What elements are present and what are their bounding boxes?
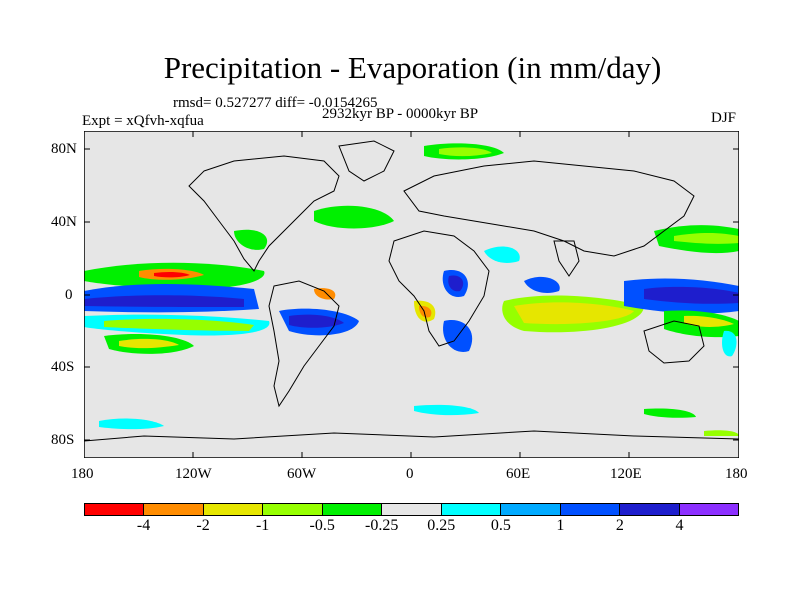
lon-tick-120w: 120W	[175, 466, 212, 482]
colorbar-label: 0.5	[490, 517, 511, 534]
indian-ocean-region	[442, 246, 644, 352]
colorbar-box-7	[501, 504, 561, 515]
lat-tick-0: 0	[65, 287, 73, 303]
lon-tick-0: 0	[406, 466, 414, 482]
world-map	[84, 131, 739, 458]
lat-tick-40n: 40N	[51, 214, 77, 230]
colorbar-box-1	[144, 504, 204, 515]
experiment-label: Expt = xQfvh-xqfua	[82, 113, 204, 129]
australia-outline	[643, 320, 705, 364]
colorbar-box-4	[322, 504, 383, 515]
colorbar-label: 2	[615, 517, 624, 534]
colorbar-box-9	[620, 504, 680, 515]
west-pacific-region	[624, 225, 739, 357]
map-title: Precipitation - Evaporation (in mm/day)	[163, 50, 662, 85]
lon-tick-60e: 60E	[506, 466, 531, 482]
colorbar-label: 0.25	[427, 517, 456, 534]
lat-tick-40s: 40S	[51, 359, 75, 375]
tropical-pacific-bands	[84, 262, 270, 354]
colorbar-box-2	[203, 504, 264, 515]
colorbar-box-8	[560, 504, 621, 515]
colorbar-box-5	[382, 504, 442, 515]
colorbar-box-0	[85, 504, 145, 515]
colorbar-label: -0.5	[309, 517, 335, 534]
colorbar-box-3	[263, 504, 323, 515]
colorbar-label: -1	[255, 517, 270, 534]
lat-tick-80s: 80S	[51, 432, 75, 448]
period-text: 2932kyr BP - 0000kyr BP	[322, 106, 479, 122]
eurasia-outline	[403, 160, 695, 257]
antarctica-outline	[84, 430, 739, 442]
lon-tick-180e: 180	[725, 466, 748, 482]
colorbar-label: 4	[675, 517, 684, 534]
stats-text: rmsd= 0.527277 diff= -0.0154265	[173, 95, 378, 111]
colorbar	[84, 503, 739, 516]
south-america-outline	[268, 280, 340, 408]
high-latitude-patches	[99, 143, 739, 436]
north-america-outline	[188, 155, 340, 272]
lat-tick-80n: 80N	[51, 141, 77, 157]
colorbar-box-6	[441, 504, 502, 515]
colorbar-label: -0.25	[365, 517, 399, 534]
greenland-outline	[338, 140, 395, 182]
lon-tick-120e: 120E	[610, 466, 642, 482]
colorbar-box-10	[679, 504, 738, 515]
colorbar-label: -2	[196, 517, 210, 534]
season-label: DJF	[711, 110, 737, 126]
india-outline	[553, 240, 580, 277]
africa-outline	[388, 230, 490, 347]
colorbar-label: -4	[136, 517, 151, 534]
continent-outlines	[84, 140, 739, 442]
colorbar-label: 1	[556, 517, 565, 534]
lon-tick-60w: 60W	[287, 466, 317, 482]
lon-tick-180w: 180	[71, 466, 94, 482]
axis-ticks	[84, 131, 739, 458]
